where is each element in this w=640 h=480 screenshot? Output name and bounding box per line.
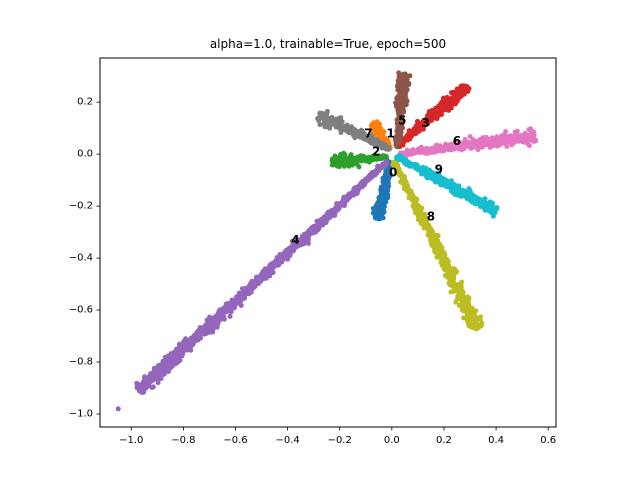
series-6-point	[531, 131, 537, 137]
axes-frame	[99, 57, 557, 428]
series-4-point	[155, 380, 161, 386]
series-4-point	[161, 371, 167, 377]
series-4-points	[134, 159, 390, 396]
series-4-point	[137, 388, 143, 394]
series-2-point	[329, 162, 335, 168]
series-7-point	[317, 122, 323, 128]
series-6-point	[526, 143, 532, 149]
cluster-label-2: 2	[372, 145, 380, 159]
y-tick-label: 0.0	[77, 149, 93, 160]
series-7-points	[315, 108, 392, 152]
series-4-point	[227, 313, 233, 319]
series-6-point	[503, 129, 509, 135]
y-tick-label: −0.4	[69, 253, 93, 264]
cluster-label-8: 8	[427, 210, 435, 224]
series-7-point	[321, 121, 327, 127]
y-tick-label: 0.2	[77, 97, 93, 108]
series-8-point	[453, 270, 459, 276]
cluster-label-7: 7	[364, 126, 372, 140]
series-8-point	[453, 299, 459, 305]
series-1-point	[371, 120, 377, 126]
series-8-point	[474, 326, 480, 332]
cluster-label-5: 5	[398, 113, 406, 127]
series-0-point	[383, 199, 389, 205]
y-tick-label: −0.6	[69, 305, 93, 316]
x-tick-label: −0.4	[275, 435, 299, 446]
x-tick-label: −0.2	[328, 435, 352, 446]
series-0-point	[370, 210, 376, 216]
axes-ticks: −1.0 −0.8 −0.6 −0.4 −0.2 0.0 0.2 0.4 0.6 0.2 0.0 −0…	[69, 97, 556, 446]
series-4-point	[228, 309, 234, 315]
cluster-label-3: 3	[422, 116, 430, 130]
x-tick-label: −1.0	[119, 435, 143, 446]
series-3-point	[444, 94, 450, 100]
series-6-point	[504, 144, 510, 149]
x-tick-label: −0.8	[171, 435, 195, 446]
y-tick-label: −1.0	[69, 409, 93, 420]
cluster-label-4: 4	[291, 233, 299, 247]
series-6-point	[467, 133, 473, 139]
series-7-point	[317, 110, 323, 116]
series-3-point	[466, 86, 472, 91]
chart-title: alpha=1.0, trainable=True, epoch=500	[210, 37, 446, 51]
series-5-point	[396, 70, 402, 76]
series-0-point	[370, 206, 376, 212]
series-2-point	[329, 158, 335, 164]
series-4-outlier-point	[115, 406, 121, 412]
x-tick-label: 0.4	[488, 435, 504, 446]
series-8-points	[390, 159, 485, 332]
cluster-label-6: 6	[453, 134, 461, 148]
series-6-point	[514, 128, 520, 134]
cluster-label-0: 0	[389, 165, 397, 179]
series-4-point	[305, 241, 311, 246]
series-5-point	[402, 71, 408, 77]
cluster-label-1: 1	[386, 126, 394, 140]
plot-area: 0 12 3 4 5 6 7 8 9	[115, 70, 539, 412]
series-9-point	[490, 213, 496, 219]
series-2-point	[341, 163, 347, 169]
series-9-points	[394, 153, 500, 219]
x-tick-label: 0.2	[436, 435, 452, 446]
series-6-points	[397, 126, 539, 159]
x-tick-label: 0.6	[540, 435, 556, 446]
y-tick-label: −0.8	[69, 357, 93, 368]
y-tick-label: −0.2	[69, 201, 93, 212]
series-5-point	[407, 73, 413, 79]
series-5-points	[392, 70, 413, 149]
x-tick-label: 0.0	[384, 435, 400, 446]
series-6-point	[533, 138, 539, 144]
x-tick-label: −0.6	[223, 435, 247, 446]
cluster-label-9: 9	[435, 163, 443, 177]
series-7-point	[315, 116, 321, 122]
series-0-point	[375, 216, 381, 222]
